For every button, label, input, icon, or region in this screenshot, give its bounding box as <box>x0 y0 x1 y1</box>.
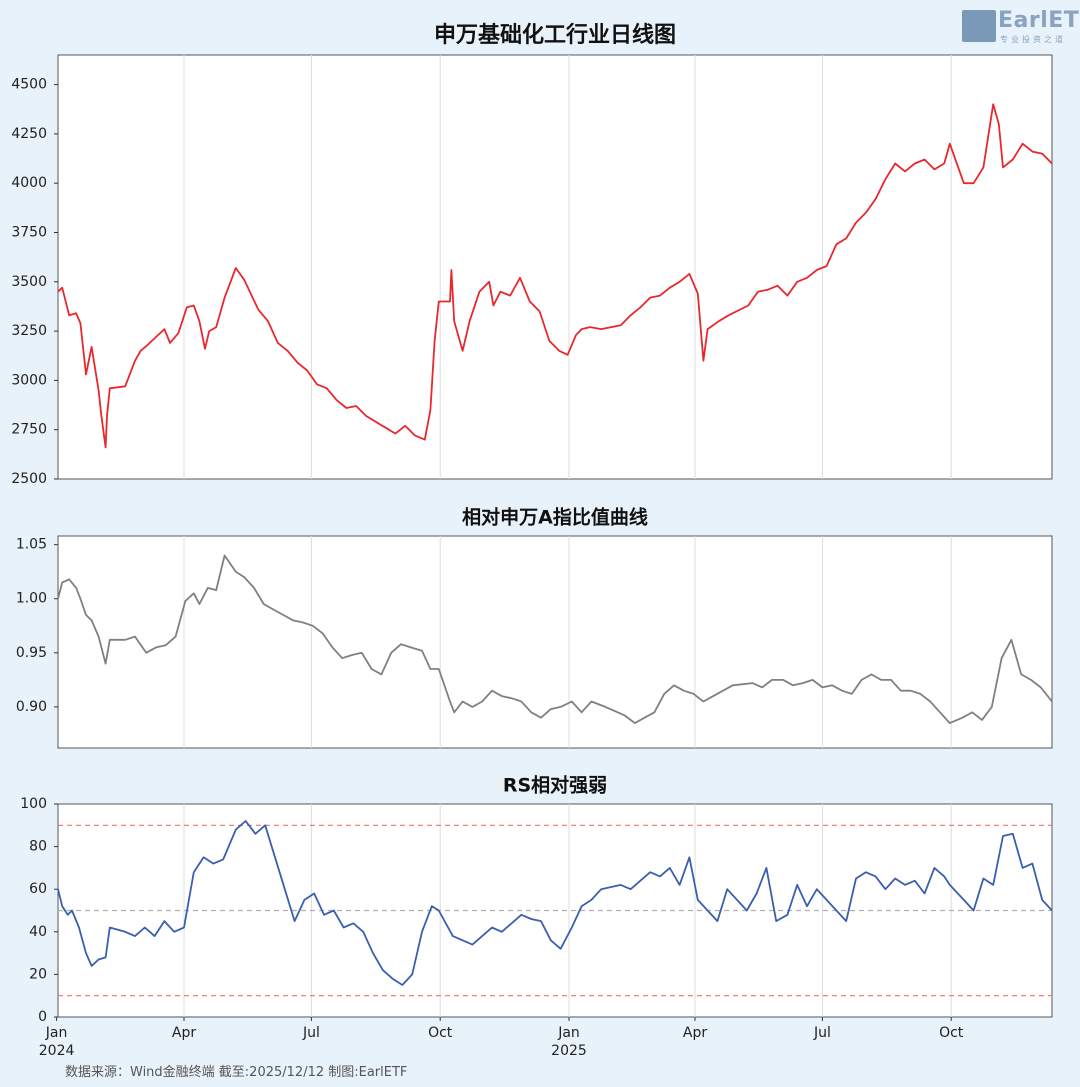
chart-title: 申万基础化工行业日线图 <box>434 22 676 48</box>
logo-icon <box>962 10 996 42</box>
x-tick-year-label: 2024 <box>39 1043 75 1059</box>
logo-subtitle: 专业投资之道 <box>1000 35 1066 44</box>
y-tick-label: 1.00 <box>16 591 47 607</box>
chart-title: RS相对强弱 <box>503 774 607 797</box>
plot-area <box>57 54 1053 480</box>
y-tick-label: 0.95 <box>16 645 47 661</box>
x-tick-label: Oct <box>428 1025 453 1041</box>
y-tick-label: 4000 <box>11 175 47 191</box>
x-tick-year-label: 2025 <box>551 1043 587 1059</box>
series-line <box>57 820 1053 986</box>
chart-panel-1: 申万基础化工行业日线图 2500 2750 3000 3250 3500 3750 4000 4… <box>11 22 1053 487</box>
x-tick-label: Oct <box>939 1025 964 1041</box>
y-tick-label: 40 <box>29 924 47 940</box>
chart-panel-3: RS相对强弱 0 20 40 60 80 100 Jan 2024 Apr Jul Oct Jan 202… <box>20 774 1053 1059</box>
x-tick-label: Jan <box>45 1025 68 1041</box>
logo-text: EarlETF <box>998 8 1080 33</box>
y-tick-label: 100 <box>20 796 47 812</box>
y-tick-label: 3000 <box>11 372 47 388</box>
series-line <box>57 554 1053 724</box>
y-tick-label: 3250 <box>11 323 47 339</box>
plot-area <box>57 535 1053 749</box>
y-tick-label: 0 <box>38 1009 47 1025</box>
x-tick-label: Apr <box>683 1025 707 1041</box>
y-tick-label: 2750 <box>11 422 47 438</box>
series-line <box>57 103 1053 449</box>
x-tick-label: Apr <box>172 1025 196 1041</box>
x-tick-label: Jul <box>302 1025 320 1041</box>
x-tick-label: Jan <box>557 1025 580 1041</box>
y-tick-label: 0.90 <box>16 699 47 715</box>
y-tick-label: 80 <box>29 839 47 855</box>
source-footer: 数据来源：Wind金融终端 截至:2025/12/12 制图:EarlETF <box>65 1065 408 1080</box>
x-tick-label: Jul <box>813 1025 831 1041</box>
y-tick-label: 4500 <box>11 77 47 93</box>
y-tick-label: 3500 <box>11 274 47 290</box>
y-tick-label: 3750 <box>11 224 47 240</box>
chart-panel-2: 相对申万A指比值曲线 0.90 0.95 1.00 1.05 <box>16 506 1053 749</box>
y-tick-label: 20 <box>29 966 47 982</box>
y-tick-label: 2500 <box>11 471 47 487</box>
y-tick-label: 60 <box>29 881 47 897</box>
y-tick-label: 4250 <box>11 126 47 142</box>
y-tick-label: 1.05 <box>16 537 47 553</box>
chart-title: 相对申万A指比值曲线 <box>462 506 648 529</box>
